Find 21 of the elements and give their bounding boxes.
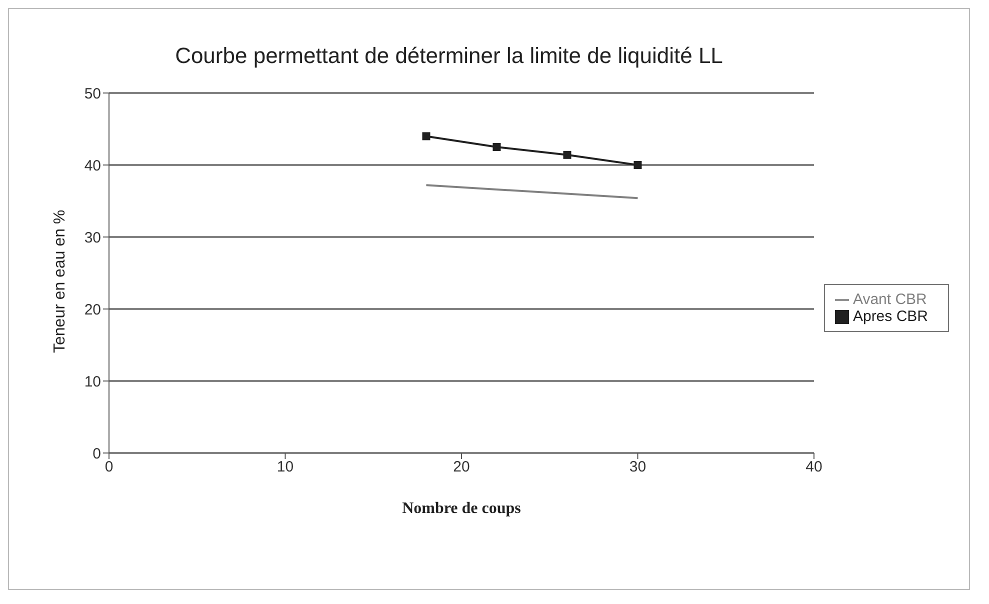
y-tick-label: 30 [84, 229, 101, 246]
point [634, 161, 642, 169]
legend-label: Apres CBR [852, 308, 928, 325]
y-tick-label: 10 [84, 373, 101, 390]
x-tick-label: 0 [104, 458, 114, 476]
point [563, 150, 572, 159]
x-tick-label: 30 [629, 458, 646, 476]
chart-title: Courbe permettant de déterminer la limite de liquidité LL [174, 42, 724, 70]
x-tick-label: 10 [276, 458, 294, 476]
y-tick-label: 40 [84, 157, 101, 174]
x-tick-label: 40 [806, 458, 822, 476]
legend-label: Avant CBR [852, 291, 927, 308]
y-tick-label: 0 [92, 445, 101, 462]
point [492, 143, 501, 151]
y-tick-label: 20 [84, 301, 101, 318]
x-axis-title: Nombre de coups [402, 500, 521, 517]
y-tick-label: 50 [84, 85, 101, 102]
point [422, 132, 430, 140]
x-tick-label: 20 [453, 458, 470, 476]
y-axis-title: Teneur en eau en % [52, 210, 69, 353]
line-series [425, 184, 639, 200]
